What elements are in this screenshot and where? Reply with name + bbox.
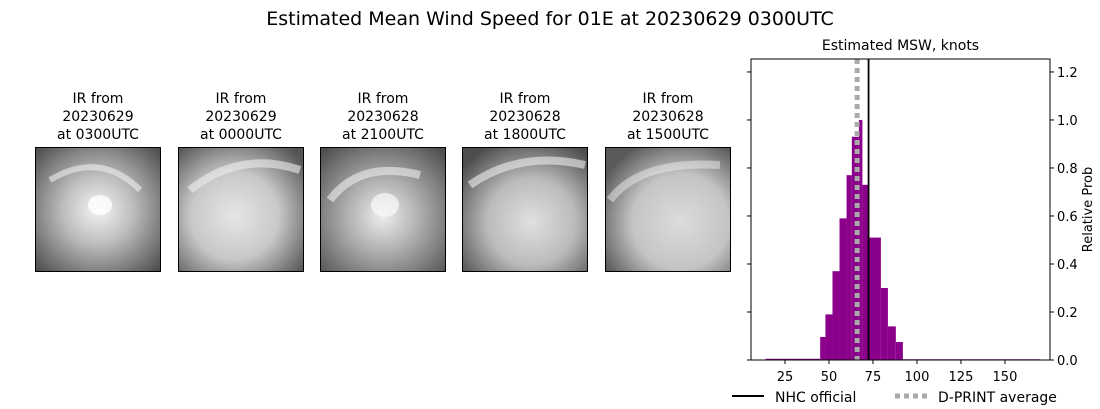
x-tick-label: 100 <box>905 370 930 385</box>
bar <box>869 237 881 360</box>
y-axis-label: Relative Prob <box>1081 167 1096 252</box>
panel-title: 20230629 <box>205 109 276 125</box>
bar <box>832 271 840 360</box>
panel-title: at 0000UTC <box>200 127 282 143</box>
x-tick-label: 25 <box>777 370 794 385</box>
x-tick-label: 50 <box>821 370 838 385</box>
y-tick-label: 1.2 <box>1057 66 1078 81</box>
panel-title: IR from <box>358 91 409 107</box>
ir-image <box>462 147 588 272</box>
bar <box>862 184 870 360</box>
ir-image <box>605 147 731 272</box>
legend-label: NHC official <box>775 390 856 406</box>
panel-title: IR from <box>216 91 267 107</box>
panel-title: at 2100UTC <box>342 127 424 143</box>
bar <box>895 341 903 360</box>
y-tick-label: 0.6 <box>1057 210 1078 225</box>
panel-title: 20230629 <box>62 109 133 125</box>
panel-title: 20230628 <box>347 109 418 125</box>
panel-title: at 1800UTC <box>484 127 566 143</box>
x-tick-label: 125 <box>949 370 974 385</box>
legend-label: D-PRINT average <box>938 390 1057 406</box>
x-tick-label: 150 <box>993 370 1018 385</box>
panel-title: at 0300UTC <box>57 127 139 143</box>
bar <box>839 218 847 360</box>
x-tick-label: 75 <box>865 370 882 385</box>
figure-title: Estimated Mean Wind Speed for 01E at 202… <box>266 8 834 30</box>
panel-title: IR from <box>500 91 551 107</box>
y-tick-label: 0.0 <box>1057 354 1078 369</box>
panel-title: IR from <box>73 91 124 107</box>
bar <box>880 287 888 360</box>
ir-image <box>35 147 161 272</box>
bar <box>820 336 826 360</box>
ir-image <box>178 147 304 272</box>
bar <box>846 175 852 360</box>
bar <box>858 119 863 360</box>
y-tick-label: 0.2 <box>1057 306 1078 321</box>
bar <box>765 358 821 360</box>
chart-title: Estimated MSW, knots <box>822 38 979 54</box>
y-tick-label: 0.8 <box>1057 162 1078 177</box>
y-tick-label: 1.0 <box>1057 114 1078 129</box>
bar <box>887 326 896 360</box>
ir-images <box>35 147 731 272</box>
panel-title: IR from <box>643 91 694 107</box>
bar <box>825 314 833 360</box>
plot-frame <box>750 58 1051 361</box>
panel-title: 20230628 <box>489 109 560 125</box>
ir-image <box>320 147 446 272</box>
y-tick-label: 0.4 <box>1057 258 1078 273</box>
panel-title: 20230628 <box>632 109 703 125</box>
panel-title: at 1500UTC <box>627 127 709 143</box>
